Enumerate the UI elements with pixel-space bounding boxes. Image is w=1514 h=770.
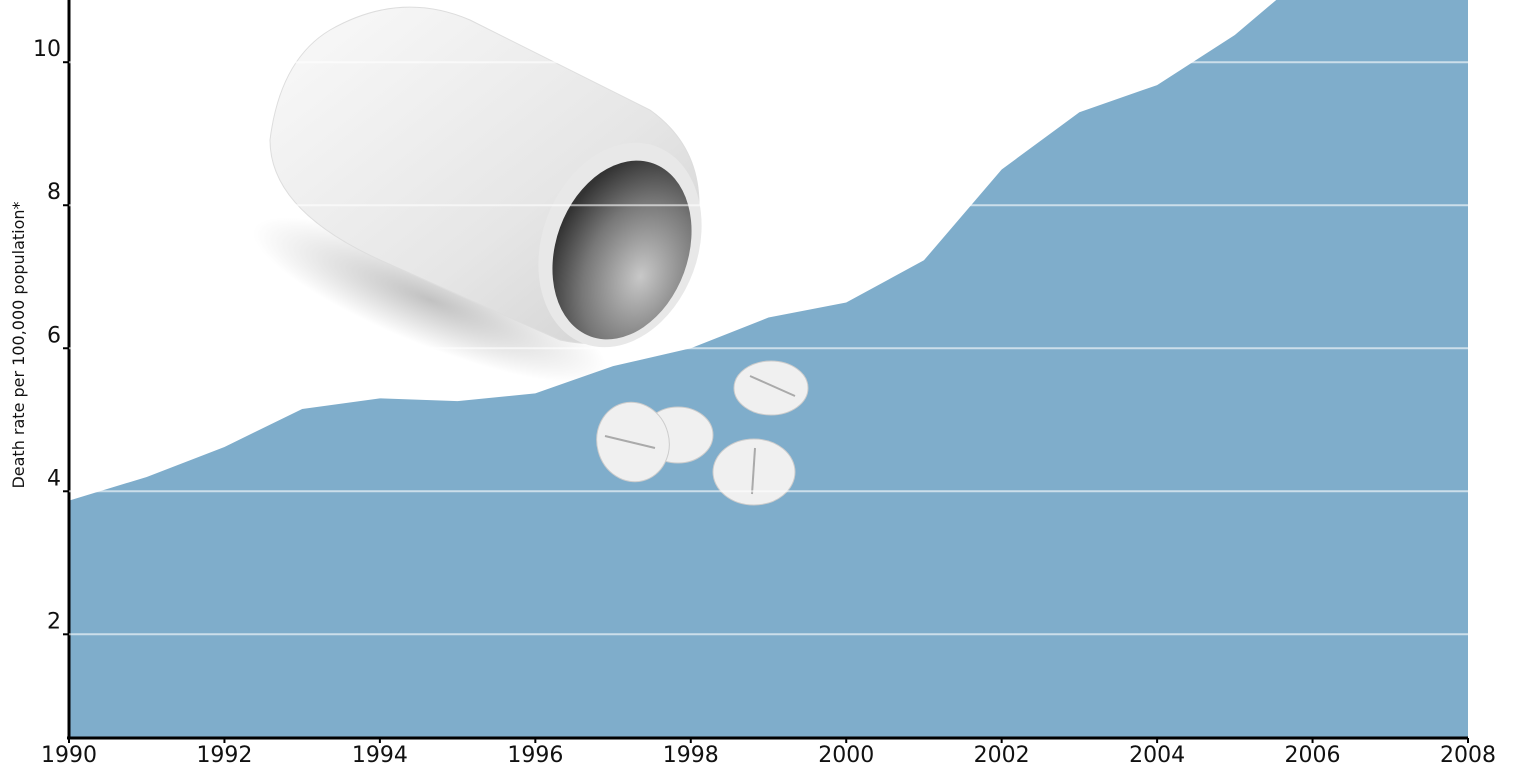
x-tick-label: 1994 (352, 743, 408, 768)
x-tick-label: 2002 (974, 743, 1030, 768)
y-tick-label: 6 (47, 323, 61, 348)
y-axis-label: Death rate per 100,000 population* (9, 201, 28, 488)
decoration (253, 6, 809, 506)
x-tick-label: 1992 (196, 743, 252, 768)
x-tick-label: 1996 (507, 743, 563, 768)
x-tick-label: 2008 (1440, 743, 1496, 768)
x-tick-label: 2000 (818, 743, 874, 768)
y-tick-label: 8 (47, 180, 61, 205)
x-tick-label: 1998 (663, 743, 719, 768)
y-tick-label: 10 (33, 37, 61, 62)
x-tick-label: 2006 (1285, 743, 1341, 768)
x-tick-label: 2004 (1129, 743, 1185, 768)
y-tick-label: 4 (47, 466, 61, 491)
x-tick-label: 1990 (41, 743, 97, 768)
y-tick-label: 2 (47, 609, 61, 634)
